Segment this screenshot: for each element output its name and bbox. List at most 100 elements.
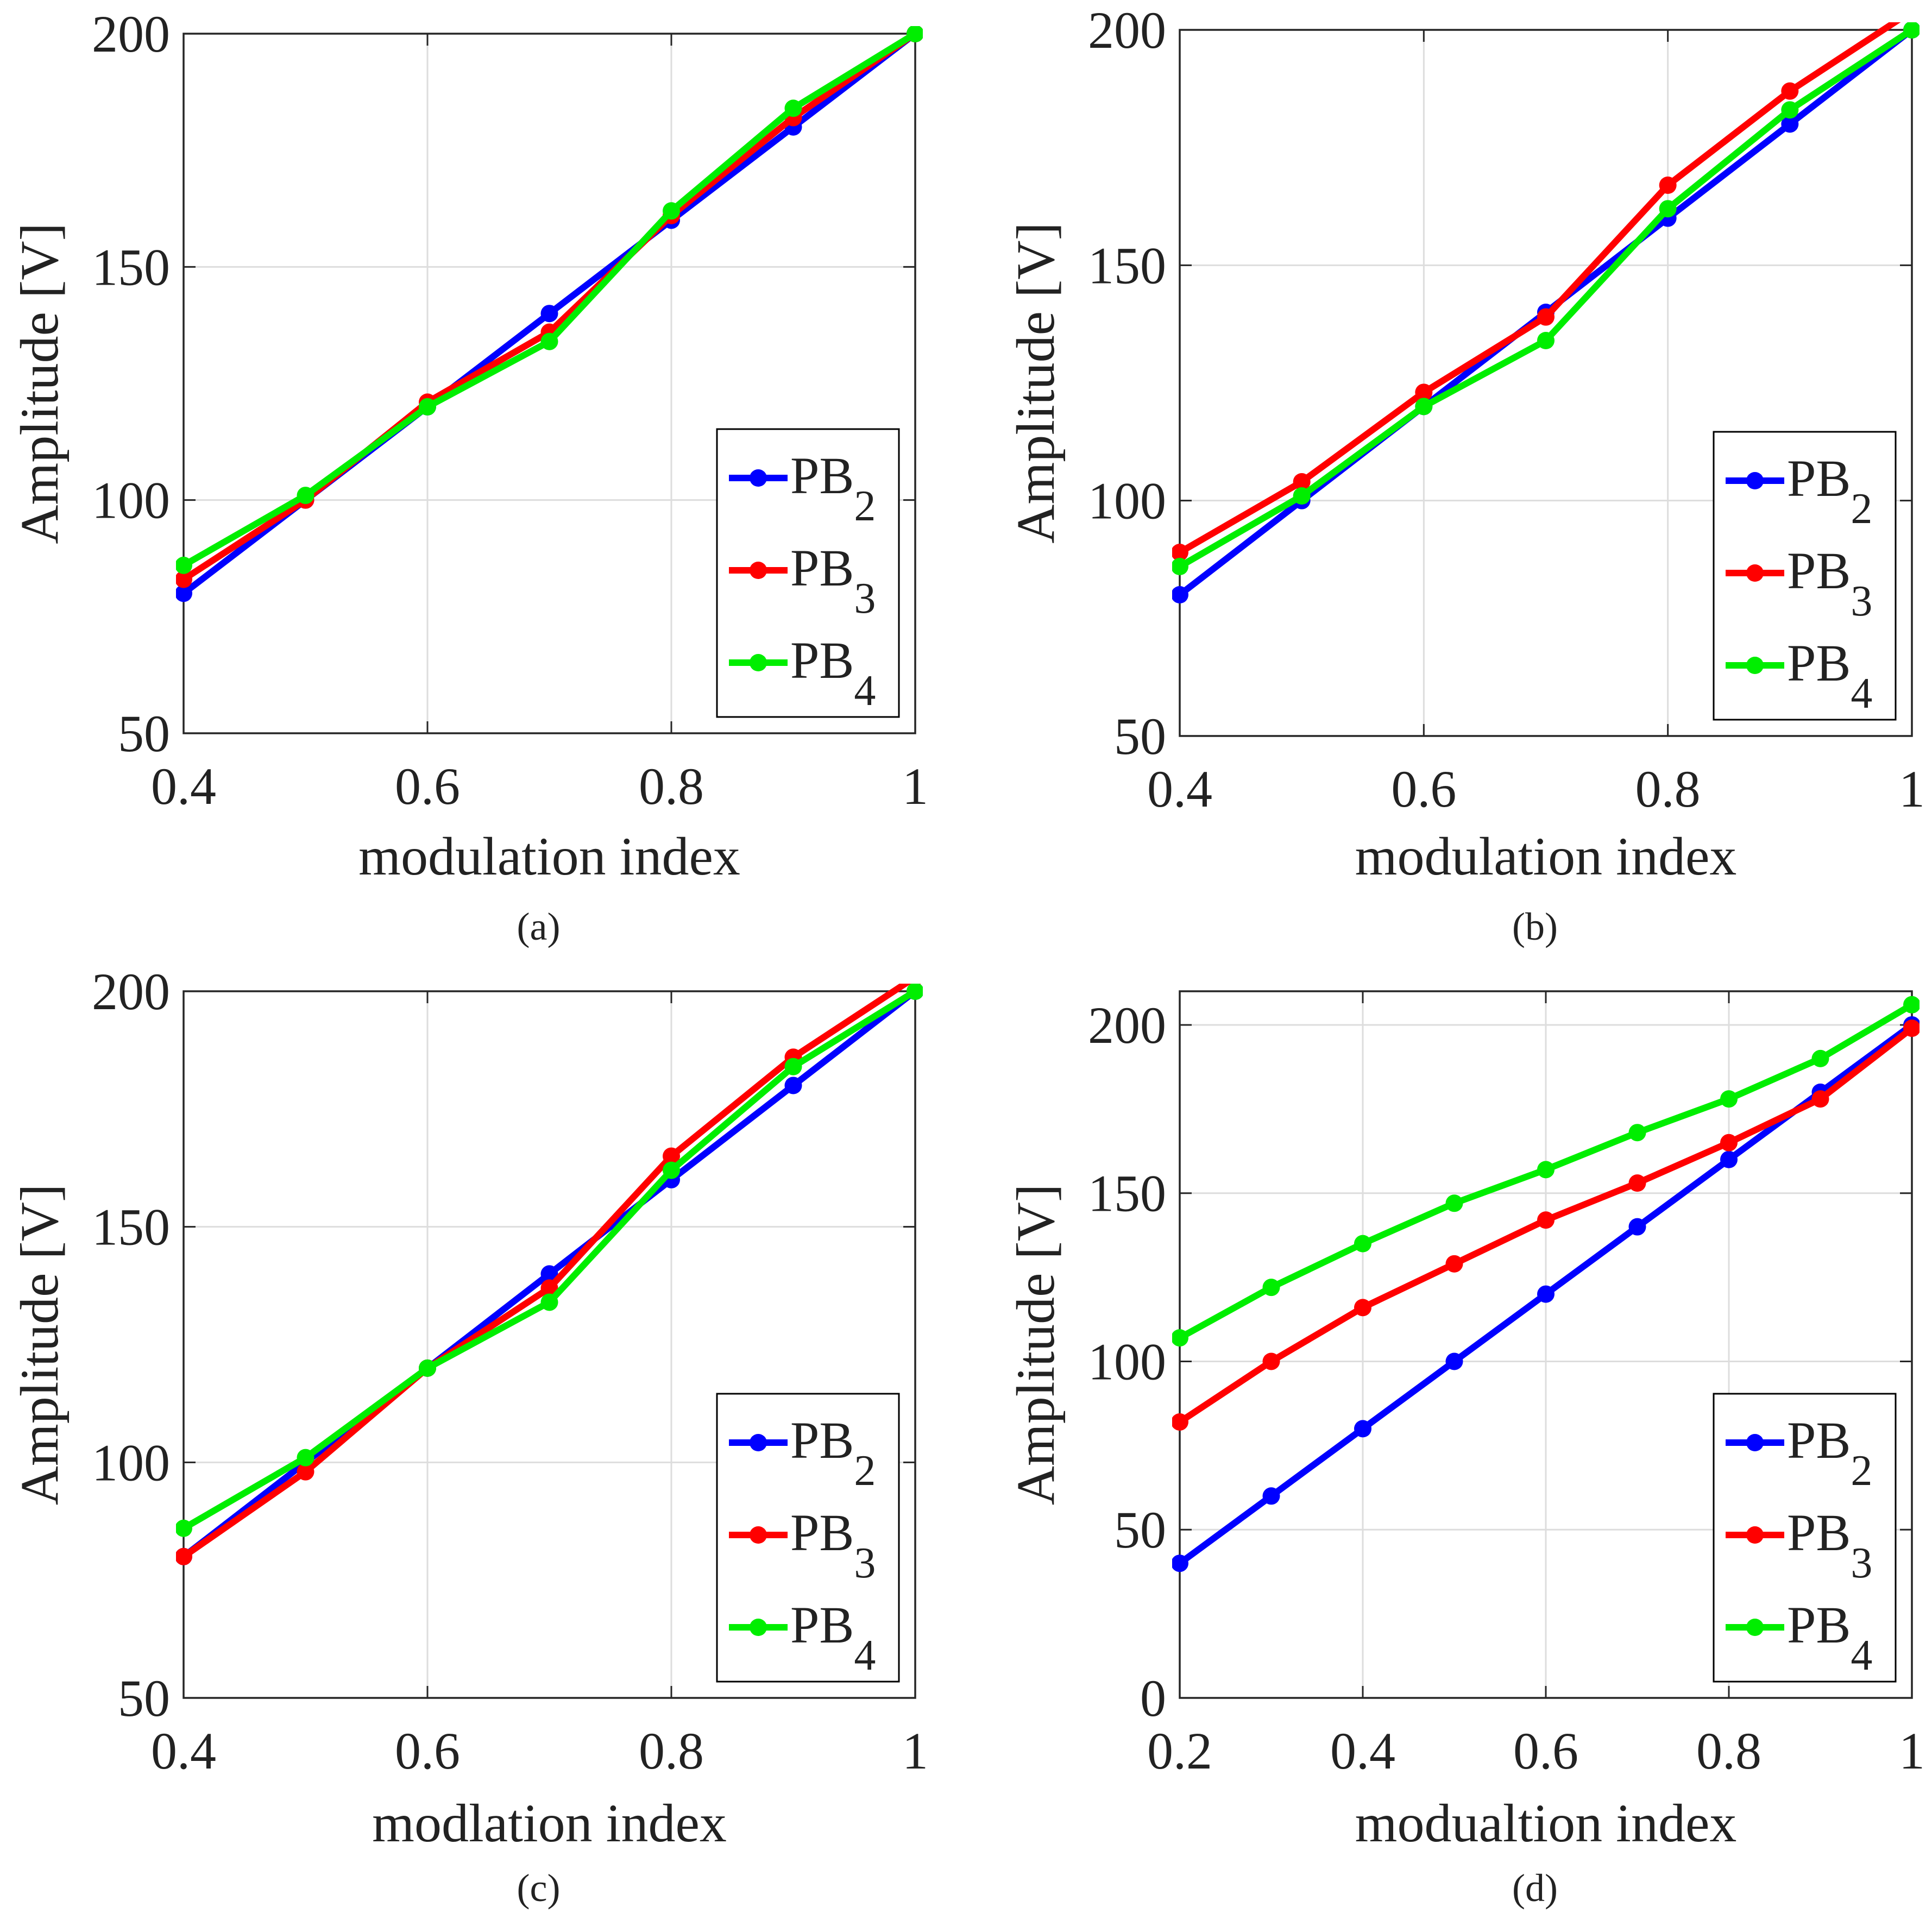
x-axis-label: modulation index (358, 826, 740, 886)
legend-label-pb4: PB4 (790, 1596, 876, 1679)
data-point-pb2 (1172, 586, 1188, 603)
y-tick-label: 150 (92, 238, 170, 296)
legend-name: PB (790, 539, 854, 597)
y-tick-label: 150 (92, 1198, 170, 1256)
x-tick-label: 1 (902, 1722, 928, 1780)
axes-box (182, 990, 916, 1699)
y-tick-label: 50 (1114, 1501, 1166, 1559)
legend-name: PB (790, 1411, 854, 1469)
x-tick-label: 1 (902, 757, 928, 815)
y-tick-label: 50 (118, 704, 170, 763)
legend-label-pb4: PB4 (1787, 1596, 1872, 1679)
x-tick-label: 0.4 (1147, 760, 1212, 818)
data-point-pb3 (1628, 1174, 1646, 1192)
y-axis-label: Amplitude [V] (9, 1184, 70, 1506)
legend-name: PB (1787, 1411, 1851, 1469)
data-point-pb3 (1172, 1413, 1188, 1431)
legend-marker-pb2 (750, 1434, 767, 1451)
legend-name: PB (790, 446, 854, 505)
data-point-pb4 (1172, 558, 1188, 575)
legend-subscript: 2 (854, 1447, 876, 1495)
legend-marker-pb3 (750, 562, 767, 579)
y-tick-label: 200 (92, 5, 170, 63)
panel-caption: (c) (517, 1866, 561, 1910)
legend-marker-pb4 (1746, 657, 1764, 674)
legend-marker-pb2 (750, 469, 767, 487)
data-point-pb2 (1445, 1352, 1463, 1370)
panel-caption: (d) (1512, 1866, 1558, 1910)
data-point-pb4 (297, 487, 314, 505)
y-tick-label: 50 (1114, 707, 1166, 765)
data-point-pb4 (907, 984, 923, 1000)
data-point-pb4 (176, 556, 192, 574)
data-point-pb4 (1537, 1161, 1555, 1179)
data-point-pb3 (1415, 383, 1433, 401)
data-point-pb4 (297, 1449, 314, 1467)
data-point-pb3 (1172, 544, 1188, 561)
data-point-pb4 (1262, 1279, 1280, 1297)
y-axis-label: Amplitude [V] (1005, 1184, 1066, 1506)
x-tick-label: 0.8 (1696, 1722, 1761, 1780)
data-point-pb4 (784, 99, 802, 117)
legend-name: PB (790, 631, 854, 689)
legend-marker-pb3 (1746, 1526, 1764, 1544)
data-point-pb2 (1720, 1150, 1738, 1168)
x-tick-label: 0.6 (395, 1722, 460, 1780)
data-point-pb4 (540, 332, 558, 350)
data-point-pb4 (1445, 1194, 1463, 1212)
legend-subscript: 3 (854, 1539, 876, 1587)
data-point-pb4 (1172, 1329, 1188, 1347)
series-group (176, 26, 923, 602)
data-point-pb4 (1354, 1235, 1371, 1253)
y-tick-label: 100 (1088, 472, 1166, 530)
x-axis-label: modlation index (372, 1793, 727, 1853)
y-tick-label: 150 (1088, 236, 1166, 294)
data-point-pb4 (419, 1359, 436, 1377)
legend-label-pb3: PB3 (790, 539, 876, 622)
y-axis-label: Amplitude [V] (1005, 222, 1066, 544)
data-point-pb3 (176, 1547, 192, 1565)
legend-label-pb2: PB2 (790, 446, 876, 530)
legend-subscript: 4 (854, 1632, 876, 1679)
legend-name: PB (1787, 449, 1851, 507)
legend-subscript: 4 (854, 667, 876, 715)
data-point-pb3 (1903, 1020, 1920, 1037)
y-tick-label: 200 (1088, 1, 1166, 59)
data-point-pb2 (784, 1077, 802, 1094)
legend-label-pb4: PB4 (790, 631, 876, 715)
data-point-pb4 (1811, 1049, 1829, 1067)
y-tick-label: 150 (1088, 1165, 1166, 1223)
data-point-pb4 (1903, 22, 1920, 39)
legend-name: PB (1787, 634, 1851, 692)
legend-subscript: 2 (854, 482, 876, 530)
legend-name: PB (1787, 542, 1851, 600)
data-point-pb2 (1172, 1555, 1188, 1572)
x-tick-label: 0.2 (1147, 1722, 1212, 1780)
series-group (176, 984, 923, 1565)
y-tick-label: 50 (118, 1669, 170, 1727)
data-point-pb3 (1781, 82, 1799, 100)
data-point-pb3 (1537, 308, 1555, 326)
x-axis-label: modulation index (1355, 826, 1737, 886)
data-point-pb4 (176, 1519, 192, 1537)
x-tick-label: 0.6 (1513, 1722, 1578, 1780)
data-point-pb4 (1903, 996, 1920, 1014)
y-tick-label: 200 (1088, 996, 1166, 1054)
data-point-pb3 (1811, 1090, 1829, 1108)
x-tick-label: 1 (1899, 1722, 1925, 1780)
x-tick-label: 0.8 (1635, 760, 1701, 818)
data-point-pb4 (1628, 1124, 1646, 1142)
legend-subscript: 3 (1851, 1539, 1872, 1587)
legend-marker-pb3 (750, 1526, 767, 1544)
data-point-pb2 (540, 305, 558, 323)
data-point-pb4 (784, 1058, 802, 1075)
data-point-pb4 (419, 398, 436, 416)
data-point-pb2 (1262, 1487, 1280, 1505)
legend-label-pb2: PB2 (1787, 1411, 1872, 1495)
data-point-pb4 (540, 1293, 558, 1311)
data-point-pb4 (663, 1161, 680, 1179)
